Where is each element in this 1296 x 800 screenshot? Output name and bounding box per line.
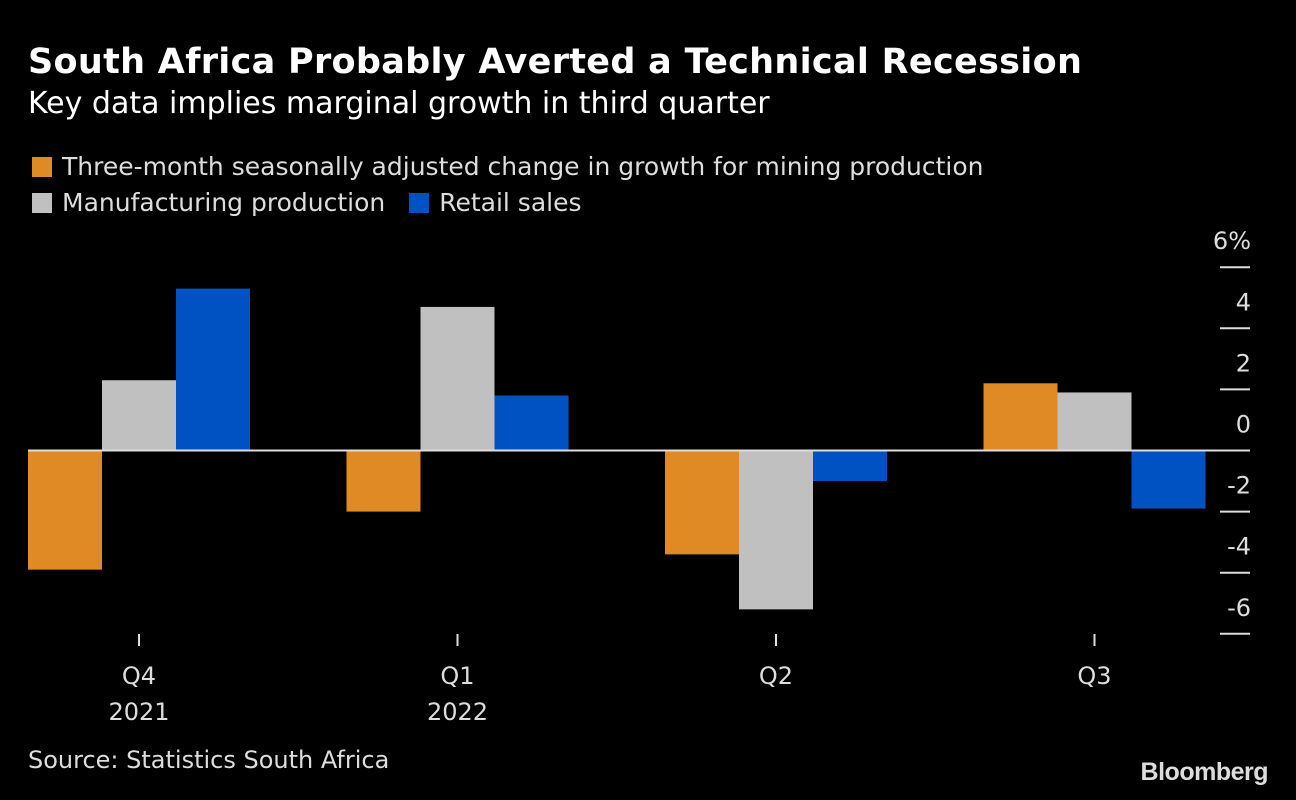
- legend-swatch-mining: [32, 156, 52, 177]
- y-tick-label-0: 6%: [1213, 227, 1251, 255]
- y-tick-label-4: -2: [1227, 472, 1251, 500]
- bar-2-2: [813, 450, 887, 482]
- x-tick-label-0: Q4: [122, 662, 156, 690]
- legend-swatch-retail: [409, 192, 430, 213]
- bar-0-3: [983, 383, 1058, 451]
- bar-1-0: [102, 380, 176, 451]
- legend-label-manufacturing: Manufacturing production: [62, 188, 386, 217]
- x-tick-label-1: Q1: [440, 662, 474, 690]
- bar-2-1: [494, 395, 569, 451]
- x-tick-label-3: Q3: [1077, 662, 1111, 690]
- bar-0-0: [28, 450, 102, 570]
- chart-subtitle: Key data implies marginal growth in thir…: [28, 86, 770, 121]
- y-tick-label-5: -4: [1227, 533, 1251, 561]
- y-tick-label-2: 2: [1236, 349, 1251, 377]
- legend-label-retail: Retail sales: [439, 188, 582, 217]
- source-note: Source: Statistics South Africa: [28, 746, 390, 774]
- bar-0-2: [665, 450, 739, 555]
- y-tick-label-6: -6: [1227, 594, 1251, 622]
- x-tick-label-2: Q2: [759, 662, 793, 690]
- bloomberg-logo: Bloomberg: [1140, 758, 1269, 786]
- legend-label-mining: Three-month seasonally adjusted change i…: [62, 152, 984, 181]
- bar-1-2: [739, 450, 813, 610]
- bar-2-3: [1131, 450, 1206, 509]
- y-tick-label-1: 4: [1236, 288, 1251, 316]
- legend-row-2: Manufacturing production Retail sales: [32, 188, 606, 217]
- legend-row-1: Three-month seasonally adjusted change i…: [32, 152, 1008, 181]
- bar-0-1: [346, 450, 421, 512]
- legend-item-manufacturing: Manufacturing production: [32, 188, 385, 217]
- bar-2-0: [176, 288, 250, 451]
- bar-1-3: [1057, 392, 1132, 451]
- x-tick-label-year-0: 2021: [108, 698, 169, 726]
- chart-title: South Africa Probably Averted a Technica…: [28, 42, 1083, 82]
- legend-swatch-manufacturing: [32, 192, 52, 213]
- bar-1-1: [420, 306, 495, 451]
- legend-item-retail: Retail sales: [409, 188, 582, 217]
- y-tick-label-3: 0: [1236, 411, 1251, 439]
- x-tick-label-year-1: 2022: [427, 698, 488, 726]
- legend-item-mining: Three-month seasonally adjusted change i…: [32, 152, 984, 181]
